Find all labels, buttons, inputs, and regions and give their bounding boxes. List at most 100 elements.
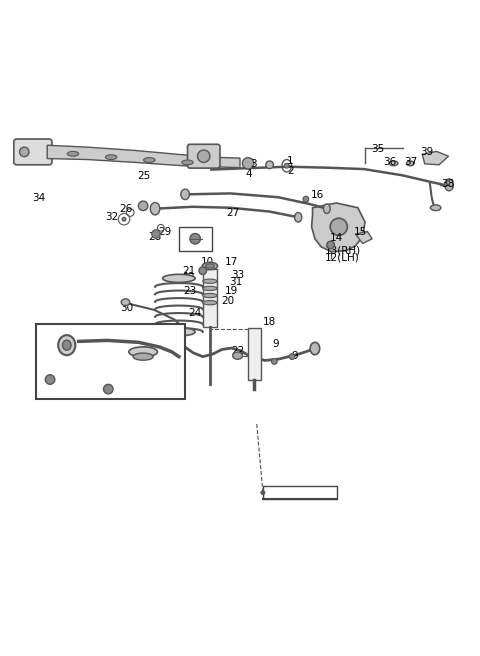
- Text: 11: 11: [192, 236, 204, 246]
- Circle shape: [152, 230, 160, 238]
- Text: 9: 9: [273, 338, 279, 349]
- Ellipse shape: [58, 335, 75, 355]
- Text: 3: 3: [251, 159, 257, 169]
- Bar: [203, 269, 217, 327]
- Text: 40: 40: [182, 272, 195, 282]
- Text: 33: 33: [231, 270, 245, 279]
- Circle shape: [289, 354, 295, 359]
- Text: 28: 28: [148, 232, 162, 242]
- Polygon shape: [312, 203, 365, 252]
- Ellipse shape: [202, 262, 217, 270]
- Text: 21: 21: [182, 266, 195, 276]
- Circle shape: [330, 218, 348, 236]
- Ellipse shape: [67, 152, 79, 156]
- Text: 9: 9: [174, 337, 181, 346]
- Text: 5: 5: [108, 382, 114, 392]
- Text: 10: 10: [201, 257, 214, 267]
- FancyBboxPatch shape: [14, 139, 52, 165]
- Circle shape: [190, 234, 200, 244]
- Text: 32: 32: [106, 213, 119, 222]
- Ellipse shape: [407, 161, 414, 166]
- Ellipse shape: [431, 205, 441, 211]
- Text: 14: 14: [330, 234, 343, 243]
- Ellipse shape: [106, 155, 117, 159]
- Ellipse shape: [310, 342, 320, 355]
- Text: 1: 1: [287, 156, 293, 166]
- Ellipse shape: [324, 204, 330, 213]
- Text: 23: 23: [184, 286, 197, 297]
- Text: 25: 25: [137, 171, 151, 181]
- Circle shape: [303, 196, 309, 202]
- Polygon shape: [47, 145, 240, 168]
- Circle shape: [327, 241, 335, 249]
- Text: 27: 27: [227, 207, 240, 218]
- Ellipse shape: [233, 352, 242, 359]
- Circle shape: [272, 359, 277, 364]
- Circle shape: [104, 384, 113, 394]
- Text: 31: 31: [229, 277, 243, 287]
- Text: 38: 38: [442, 179, 455, 189]
- Text: 34: 34: [33, 194, 46, 203]
- FancyBboxPatch shape: [188, 144, 220, 168]
- Text: 2: 2: [287, 167, 293, 176]
- Text: 16: 16: [311, 190, 324, 200]
- Bar: [248, 328, 261, 380]
- Circle shape: [261, 491, 265, 495]
- Bar: [36, 323, 185, 399]
- Ellipse shape: [121, 299, 130, 306]
- Ellipse shape: [182, 160, 193, 165]
- Text: 35: 35: [371, 144, 384, 154]
- Text: 29: 29: [158, 226, 171, 237]
- Text: 17: 17: [225, 257, 238, 267]
- Polygon shape: [356, 232, 372, 243]
- Circle shape: [242, 157, 254, 169]
- Text: 26: 26: [120, 204, 133, 214]
- Text: 19: 19: [225, 286, 238, 297]
- Polygon shape: [422, 152, 448, 165]
- Text: 30: 30: [120, 303, 133, 313]
- Ellipse shape: [144, 157, 155, 163]
- Text: 6: 6: [62, 341, 69, 351]
- Text: 12(LH): 12(LH): [325, 253, 360, 263]
- Circle shape: [138, 201, 148, 211]
- Circle shape: [266, 161, 274, 169]
- Ellipse shape: [129, 347, 157, 357]
- Text: 20: 20: [221, 296, 234, 306]
- Circle shape: [122, 217, 126, 221]
- Bar: [179, 227, 212, 251]
- Bar: [263, 487, 337, 499]
- Circle shape: [199, 267, 206, 275]
- Text: 7: 7: [148, 346, 155, 356]
- Ellipse shape: [150, 203, 160, 215]
- Circle shape: [45, 375, 55, 384]
- Text: REF.50-513: REF.50-513: [267, 487, 325, 498]
- Text: 9: 9: [291, 351, 298, 361]
- Ellipse shape: [181, 189, 190, 199]
- Ellipse shape: [67, 335, 79, 350]
- Text: 4: 4: [246, 169, 252, 179]
- Ellipse shape: [163, 328, 195, 336]
- Ellipse shape: [445, 179, 453, 191]
- Text: 24: 24: [189, 308, 202, 318]
- Ellipse shape: [203, 300, 217, 305]
- Text: 37: 37: [404, 157, 417, 167]
- Ellipse shape: [203, 293, 217, 298]
- Circle shape: [284, 163, 289, 168]
- Text: 13(RH): 13(RH): [325, 246, 361, 256]
- Text: 36: 36: [383, 157, 396, 167]
- Ellipse shape: [133, 353, 153, 360]
- Text: 22: 22: [231, 346, 245, 356]
- Circle shape: [174, 342, 180, 348]
- Text: 8: 8: [110, 389, 117, 399]
- Circle shape: [198, 150, 210, 163]
- Ellipse shape: [205, 264, 215, 268]
- Ellipse shape: [70, 338, 76, 346]
- Ellipse shape: [295, 213, 302, 222]
- Text: 15: 15: [354, 226, 367, 237]
- Ellipse shape: [389, 161, 398, 166]
- Ellipse shape: [163, 274, 195, 283]
- Ellipse shape: [203, 286, 217, 291]
- Circle shape: [20, 147, 29, 157]
- Text: 18: 18: [263, 318, 276, 327]
- Ellipse shape: [62, 340, 71, 350]
